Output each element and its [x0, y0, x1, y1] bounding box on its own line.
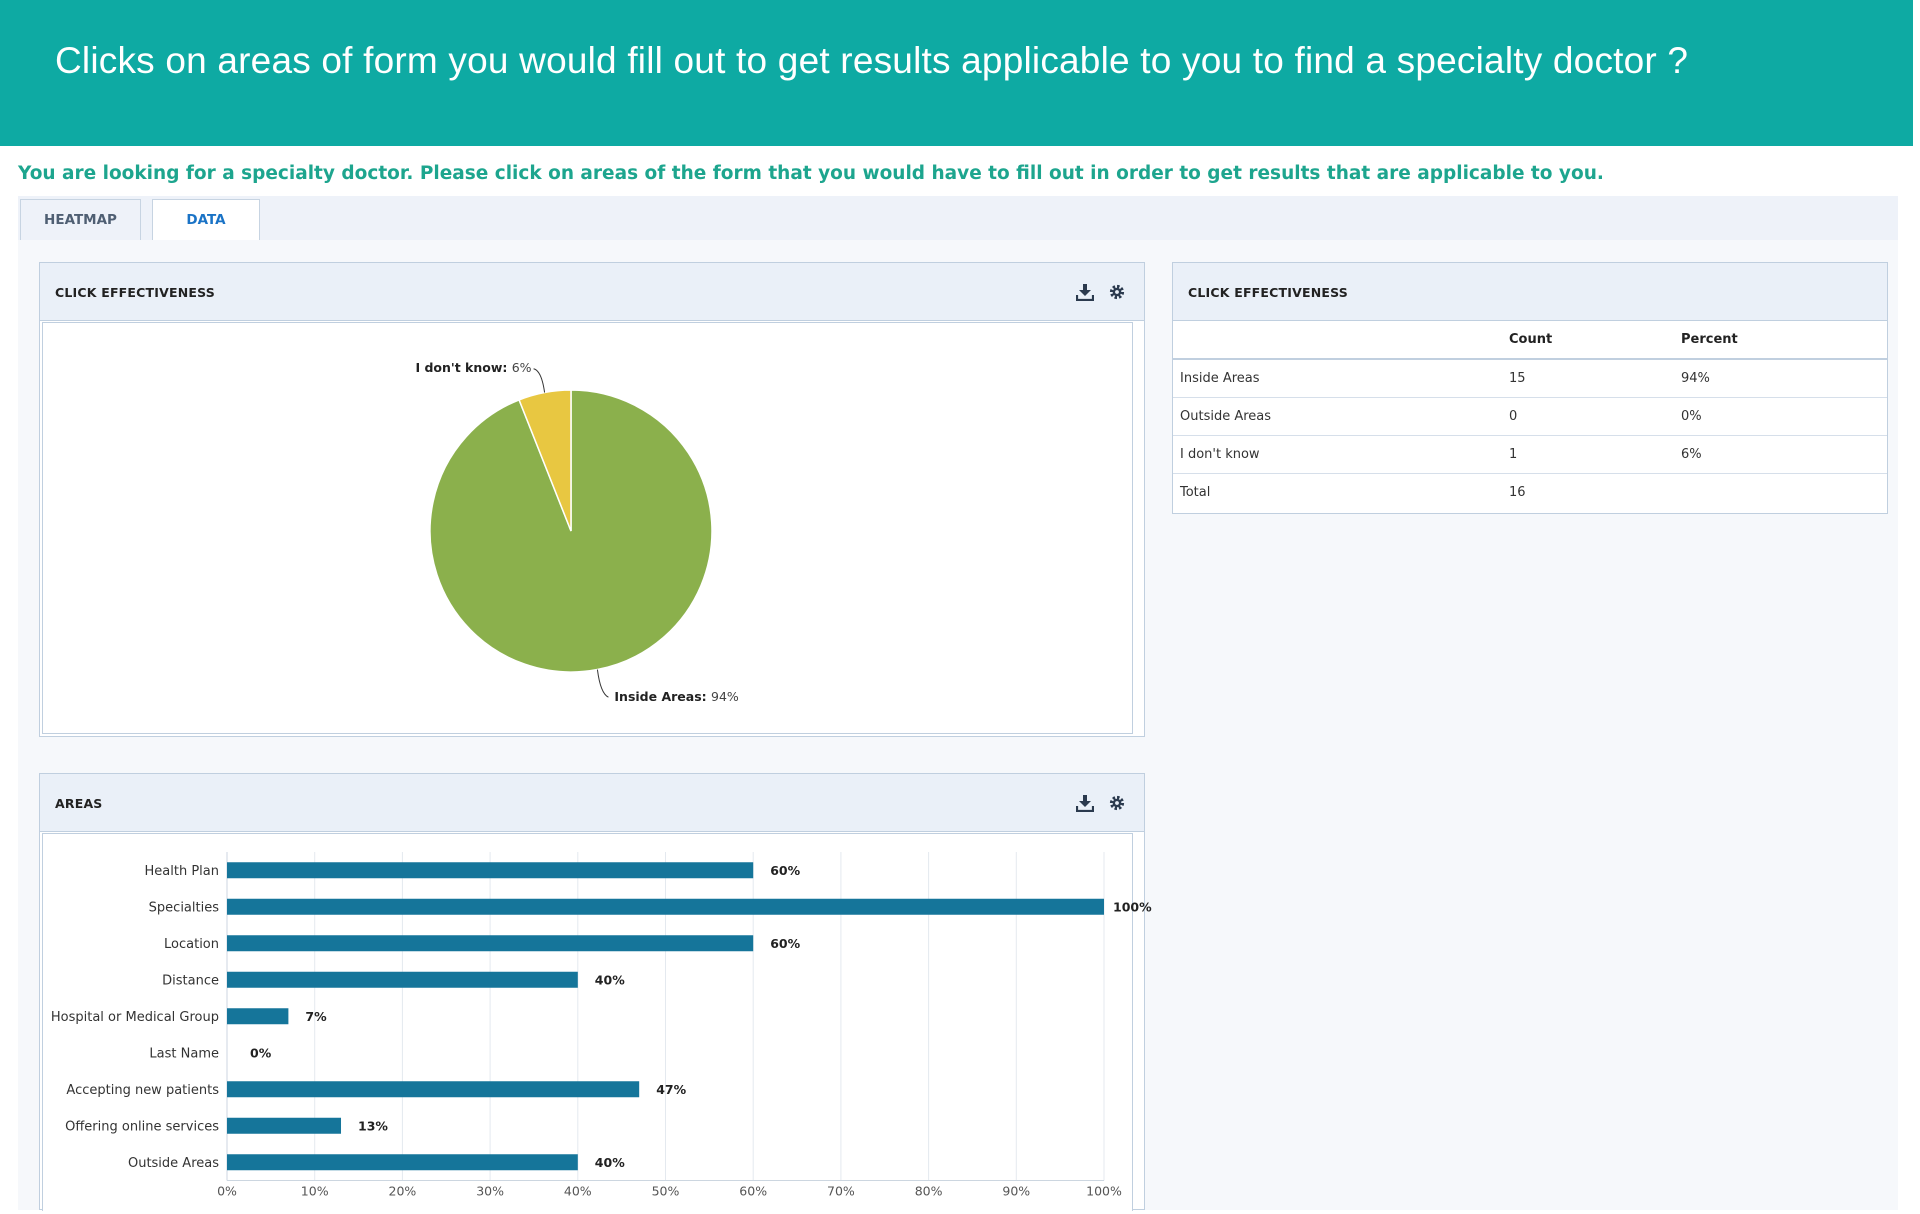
bar[interactable]: [227, 971, 578, 988]
bar[interactable]: [227, 862, 754, 879]
table-header-row: Count Percent: [1173, 321, 1887, 360]
table-row: Inside Areas 15 94%: [1173, 359, 1887, 398]
table-row: Total 16: [1173, 474, 1887, 512]
bar-value-label: 40%: [595, 1155, 625, 1170]
bar[interactable]: [227, 1008, 289, 1025]
panel-header: CLICK EFFECTIVENESS: [40, 263, 1144, 321]
bar-value-label: 100%: [1113, 899, 1152, 914]
y-category-label: Last Name: [149, 1046, 219, 1061]
bar[interactable]: [227, 898, 1104, 915]
x-tick-label: 60%: [739, 1184, 767, 1199]
x-tick-label: 70%: [827, 1184, 855, 1199]
pie-chart-area: Inside Areas: 94% I don't know: 6%: [42, 322, 1133, 734]
pie-data-label: Inside Areas: 94%: [614, 689, 739, 704]
row-label: I don't know: [1173, 435, 1509, 474]
column-header: [1173, 321, 1509, 360]
row-label: Inside Areas: [1173, 359, 1509, 398]
table-row: I don't know 1 6%: [1173, 435, 1887, 474]
column-header-count: Count: [1509, 321, 1681, 360]
row-label: Outside Areas: [1173, 397, 1509, 436]
download-icon[interactable]: [1076, 283, 1094, 301]
row-count: 1: [1509, 435, 1681, 474]
y-category-label: Specialties: [149, 900, 220, 915]
panel-title: CLICK EFFECTIVENESS: [1188, 285, 1348, 300]
gear-icon[interactable]: [1108, 283, 1126, 301]
bar-value-label: 7%: [305, 1009, 327, 1024]
bar-chart: 0% 10% 20% 30% 40% 50% 60% 70% 80% 90% 100% Health …: [51, 852, 1152, 1199]
panel-title: AREAS: [55, 796, 103, 811]
panel-title: CLICK EFFECTIVENESS: [55, 285, 215, 300]
click-effectiveness-chart-panel: CLICK EFFECTIVENESS Inside Areas: 94% I d…: [39, 262, 1145, 737]
panel-header: AREAS: [40, 774, 1144, 832]
bar[interactable]: [227, 1154, 578, 1171]
row-count: 15: [1509, 359, 1681, 398]
bar[interactable]: [227, 935, 754, 952]
bar-value-label: 47%: [656, 1082, 686, 1097]
row-percent: [1681, 474, 1887, 512]
bar[interactable]: [227, 1081, 640, 1098]
row-count: 16: [1509, 485, 1526, 500]
x-tick-label: 50%: [652, 1184, 680, 1199]
y-category-label: Hospital or Medical Group: [51, 1010, 219, 1025]
x-tick-label: 100%: [1086, 1184, 1122, 1199]
row-percent: 6%: [1681, 435, 1887, 474]
row-percent: 94%: [1681, 359, 1887, 398]
click-effectiveness-table: Count Percent Inside Areas 15 94% Outsid…: [1173, 321, 1887, 511]
pie-chart: Inside Areas: 94% I don't know: 6%: [415, 360, 739, 704]
areas-chart-panel: AREAS 0% 10% 20% 30% 40% 50% 60% 70% 80% 90% 100% H…: [39, 773, 1152, 1211]
click-effectiveness-table-panel: CLICK EFFECTIVENESS Count Percent Inside…: [1172, 262, 1888, 514]
gear-icon[interactable]: [1108, 794, 1126, 812]
x-tick-label: 10%: [301, 1184, 329, 1199]
bar-value-label: 40%: [595, 972, 625, 987]
tab-bar: HEATMAP DATA: [18, 196, 1898, 240]
y-category-label: Outside Areas: [128, 1156, 219, 1171]
y-category-label: Accepting new patients: [66, 1083, 219, 1098]
table-row: Outside Areas 0 0%: [1173, 397, 1887, 436]
bar-value-label: 60%: [770, 863, 800, 878]
pie-label-connector: [533, 368, 546, 393]
row-label: Total: [1180, 485, 1211, 500]
x-tick-label: 80%: [915, 1184, 943, 1199]
x-tick-label: 20%: [389, 1184, 417, 1199]
y-category-label: Location: [164, 937, 219, 952]
x-tick-label: 0%: [217, 1184, 237, 1199]
download-icon[interactable]: [1076, 794, 1094, 812]
column-header-percent: Percent: [1681, 321, 1887, 360]
y-category-label: Distance: [162, 973, 219, 988]
y-category-label: Health Plan: [145, 864, 219, 879]
bar-chart-area: 0% 10% 20% 30% 40% 50% 60% 70% 80% 90% 100% Health …: [42, 833, 1152, 1211]
bar-value-label: 0%: [250, 1045, 272, 1060]
tab-heatmap[interactable]: HEATMAP: [20, 199, 141, 240]
bar[interactable]: [227, 1117, 342, 1134]
panel-header: CLICK EFFECTIVENESS: [1173, 263, 1887, 321]
x-tick-label: 40%: [564, 1184, 592, 1199]
banner: Clicks on areas of form you would fill o…: [0, 0, 1913, 146]
instructions-text: You are looking for a specialty doctor. …: [18, 163, 1604, 184]
x-tick-label: 90%: [1002, 1184, 1030, 1199]
x-tick-label: 30%: [476, 1184, 504, 1199]
tab-data[interactable]: DATA: [152, 199, 260, 240]
y-category-label: Offering online services: [65, 1119, 219, 1134]
row-count: 0: [1509, 397, 1681, 436]
pie-data-label: I don't know: 6%: [415, 360, 531, 375]
bar-value-label: 13%: [358, 1118, 388, 1133]
bar-value-label: 60%: [770, 936, 800, 951]
pie-label-connector: [596, 669, 609, 698]
page-title: Clicks on areas of form you would fill o…: [55, 40, 1689, 81]
row-percent: 0%: [1681, 397, 1887, 436]
